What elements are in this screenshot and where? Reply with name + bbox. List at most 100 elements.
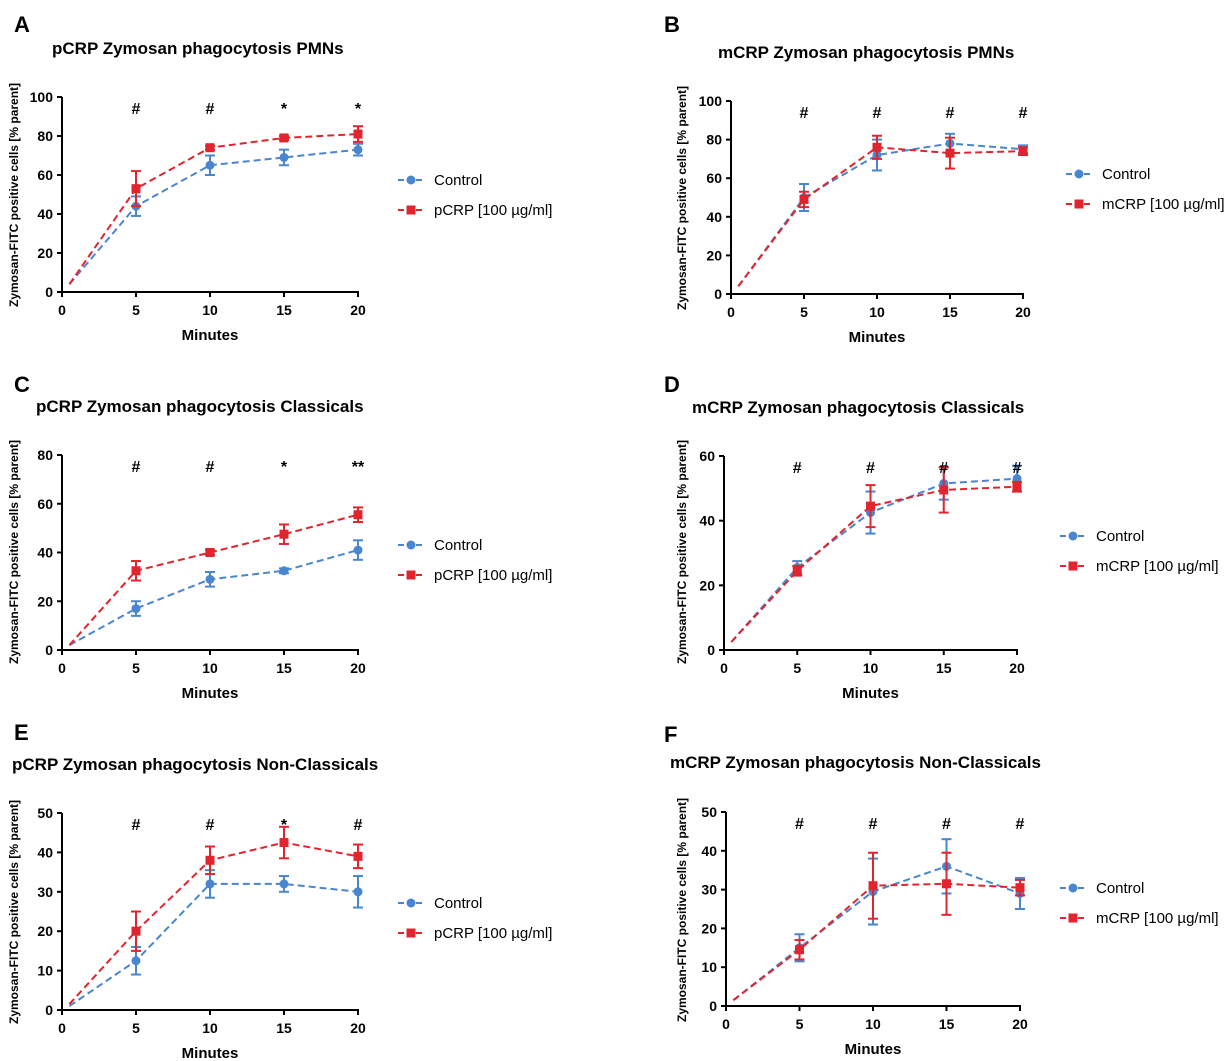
- data-point: [353, 510, 363, 520]
- legend-label: Control: [434, 537, 482, 554]
- significance-marker: #: [800, 105, 809, 122]
- x-tick-label: 10: [202, 660, 218, 676]
- x-axis-label-a: Minutes: [182, 327, 239, 344]
- y-tick-label: 20: [706, 247, 722, 263]
- legend-marker: [406, 898, 416, 908]
- legend-label: pCRP [100 µg/ml]: [434, 567, 552, 584]
- x-axis-label-e: Minutes: [182, 1045, 239, 1061]
- series-control-f: [732, 838, 1025, 1001]
- legend-label: Control: [1096, 880, 1144, 897]
- significance-marker: #: [793, 460, 802, 477]
- data-point: [131, 926, 141, 936]
- series-line: [68, 148, 359, 285]
- x-axis-label-b: Minutes: [849, 329, 906, 346]
- significance-marker: *: [281, 817, 288, 834]
- series-treatment-f: [732, 851, 1025, 1001]
- y-axis-label-b: Zymosan-FITC positive cells [% parent]: [675, 86, 689, 310]
- data-point: [205, 855, 215, 865]
- y-tick-label: 100: [30, 89, 54, 105]
- y-tick-label: 60: [37, 496, 53, 512]
- y-tick-label: 10: [37, 963, 53, 979]
- panel-letter-a: A: [14, 12, 30, 37]
- data-point: [866, 501, 875, 511]
- legend-b: Control mCRP [100 µg/ml]: [1066, 166, 1225, 213]
- x-axis-label-d: Minutes: [842, 685, 899, 702]
- data-point: [1012, 482, 1022, 492]
- data-point: [205, 574, 215, 584]
- legend-marker: [1068, 883, 1078, 893]
- data-point: [939, 485, 949, 495]
- series-line: [732, 882, 1021, 1001]
- series-line: [737, 142, 1024, 287]
- data-point: [279, 133, 289, 143]
- chart-title-d: mCRP Zymosan phagocytosis Classicals: [692, 398, 1024, 417]
- data-point: [131, 184, 141, 194]
- y-tick-label: 0: [707, 642, 715, 658]
- series-line: [68, 841, 359, 1005]
- x-tick-label: 20: [1009, 660, 1025, 676]
- series-control-b: [737, 132, 1028, 287]
- y-tick-label: 0: [45, 1002, 53, 1018]
- y-tick-label: 80: [37, 447, 53, 463]
- series-control-e: [68, 869, 363, 1007]
- significance-marker: #: [354, 817, 363, 834]
- data-point: [353, 129, 363, 139]
- significance-marker: *: [281, 101, 288, 118]
- x-tick-label: 10: [202, 302, 218, 318]
- x-tick-label: 5: [132, 1020, 140, 1036]
- legend-label: Control: [1096, 528, 1144, 545]
- y-tick-label: 0: [45, 642, 53, 658]
- legend-label: pCRP [100 µg/ml]: [434, 925, 552, 942]
- data-point: [205, 160, 215, 170]
- legend-c: Control pCRP [100 µg/ml]: [398, 537, 552, 584]
- x-tick-label: 20: [350, 1020, 366, 1036]
- significance-marker: #: [1019, 105, 1028, 122]
- chart-title-f: mCRP Zymosan phagocytosis Non-Classicals: [670, 753, 1041, 772]
- chart-title-a: pCRP Zymosan phagocytosis PMNs: [52, 39, 344, 58]
- data-point: [279, 152, 289, 162]
- panel-letter-e: E: [14, 720, 29, 745]
- chart-title-e: pCRP Zymosan phagocytosis Non-Classicals: [12, 755, 378, 774]
- data-point: [279, 566, 289, 576]
- significance-marker: #: [132, 817, 141, 834]
- significance-marker: #: [946, 105, 955, 122]
- y-tick-label: 40: [706, 209, 722, 225]
- y-tick-label: 40: [701, 843, 717, 859]
- series-treatment-d: [730, 466, 1022, 643]
- significance-marker: #: [939, 460, 948, 477]
- y-tick-label: 40: [37, 545, 53, 561]
- significance-marker: #: [795, 816, 804, 833]
- x-tick-label: 5: [796, 1016, 804, 1032]
- significance-marker: *: [355, 101, 362, 118]
- y-tick-label: 100: [699, 93, 723, 109]
- legend-marker: [406, 205, 416, 215]
- data-point: [131, 604, 141, 614]
- y-tick-label: 60: [37, 167, 53, 183]
- x-tick-label: 0: [58, 1020, 66, 1036]
- data-point: [131, 956, 141, 966]
- series-treatment-e: [68, 825, 363, 1005]
- significance-marker: #: [942, 816, 951, 833]
- y-tick-label: 0: [45, 284, 53, 300]
- y-axis-label-c: Zymosan-FITC positive cells [% parent]: [7, 440, 21, 664]
- significance-marker: #: [869, 816, 878, 833]
- data-point: [1015, 883, 1025, 893]
- series-control-d: [730, 464, 1022, 643]
- x-tick-label: 5: [132, 660, 140, 676]
- y-tick-label: 30: [37, 884, 53, 900]
- data-point: [279, 879, 289, 889]
- x-tick-label: 15: [276, 302, 292, 318]
- y-tick-label: 30: [701, 882, 717, 898]
- chart-title-b: mCRP Zymosan phagocytosis PMNs: [718, 43, 1014, 62]
- data-point: [353, 887, 363, 897]
- data-point: [279, 838, 289, 848]
- x-axis-label-f: Minutes: [845, 1041, 902, 1058]
- data-point: [872, 142, 882, 152]
- chart-title-c: pCRP Zymosan phagocytosis Classicals: [36, 397, 364, 416]
- x-tick-label: 15: [936, 660, 952, 676]
- x-tick-label: 5: [800, 304, 808, 320]
